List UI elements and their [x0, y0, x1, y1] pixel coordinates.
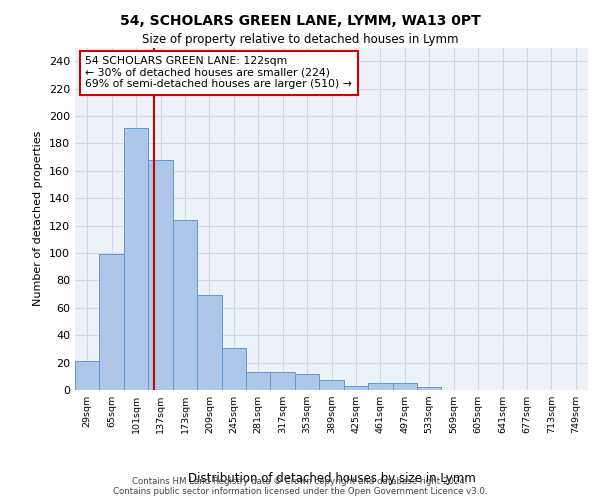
Bar — [246, 372, 271, 390]
X-axis label: Distribution of detached houses by size in Lymm: Distribution of detached houses by size … — [188, 472, 475, 485]
Bar — [100, 254, 124, 390]
Y-axis label: Number of detached properties: Number of detached properties — [34, 131, 43, 306]
Bar — [271, 372, 295, 390]
Bar — [75, 361, 100, 390]
Bar — [124, 128, 148, 390]
Bar — [392, 383, 417, 390]
Bar — [295, 374, 319, 390]
Bar — [368, 383, 392, 390]
Bar — [344, 386, 368, 390]
Text: Contains HM Land Registry data © Crown copyright and database right 2024.
Contai: Contains HM Land Registry data © Crown c… — [113, 476, 487, 496]
Text: Size of property relative to detached houses in Lymm: Size of property relative to detached ho… — [142, 32, 458, 46]
Bar — [319, 380, 344, 390]
Text: 54, SCHOLARS GREEN LANE, LYMM, WA13 0PT: 54, SCHOLARS GREEN LANE, LYMM, WA13 0PT — [119, 14, 481, 28]
Bar — [148, 160, 173, 390]
Text: 54 SCHOLARS GREEN LANE: 122sqm
← 30% of detached houses are smaller (224)
69% of: 54 SCHOLARS GREEN LANE: 122sqm ← 30% of … — [85, 56, 352, 90]
Bar — [197, 296, 221, 390]
Bar — [417, 388, 442, 390]
Bar — [173, 220, 197, 390]
Bar — [221, 348, 246, 390]
